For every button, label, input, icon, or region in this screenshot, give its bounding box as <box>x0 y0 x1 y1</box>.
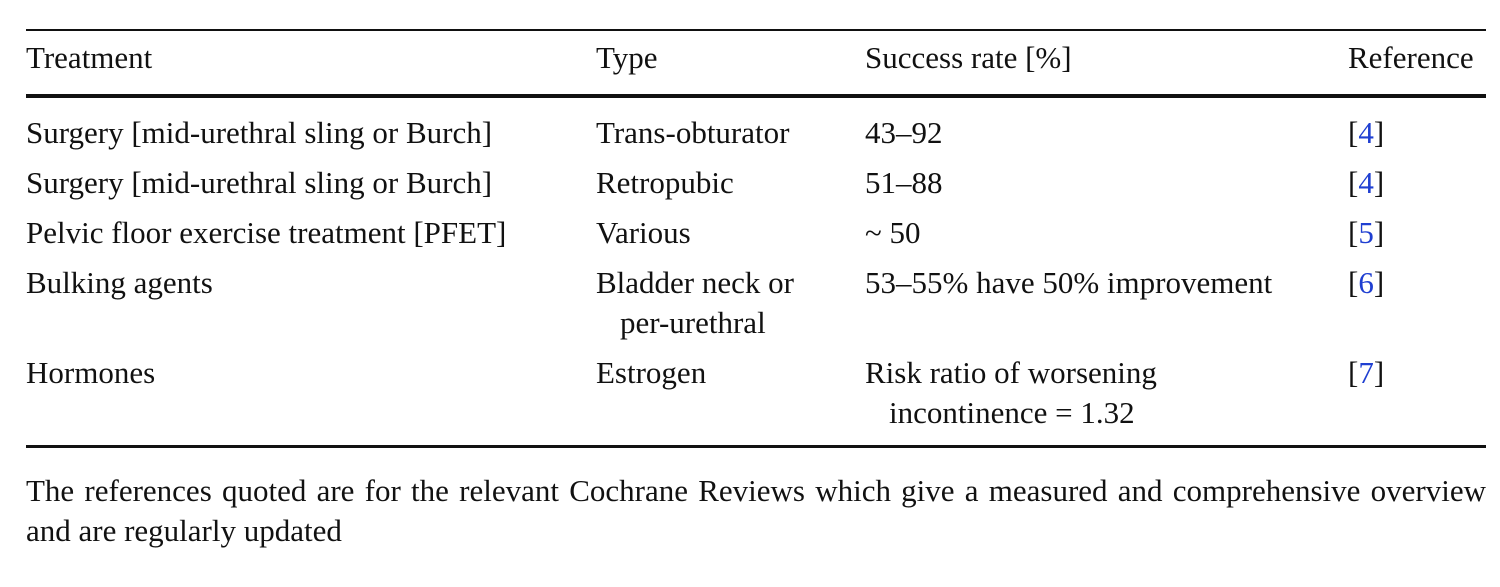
row-1-treatment: Surgery [mid-urethral sling or Burch] <box>26 115 493 150</box>
row-5-reference: [7] <box>1348 353 1384 393</box>
table-page: Treatment Type Success rate [%] Referenc… <box>26 0 1486 587</box>
reference-link-4[interactable]: 4 <box>1358 165 1374 200</box>
reference-link-6[interactable]: 6 <box>1358 265 1374 300</box>
header-success-rate: Success rate [%] <box>865 40 1072 75</box>
ref-open-bracket: [ <box>1348 265 1359 300</box>
ref-close-bracket: ] <box>1373 115 1385 150</box>
row-1-type: Trans-obturator <box>596 115 790 150</box>
header-reference: Reference <box>1348 40 1474 75</box>
row-4-success-rate: 53–55% have 50% improvement <box>865 265 1273 300</box>
row-3-treatment: Pelvic floor exercise treatment [PFET] <box>26 215 507 250</box>
row-5-treatment: Hormones <box>26 355 156 390</box>
row-5-success-line-1: Risk ratio of worsening <box>865 355 1157 390</box>
ref-close-bracket: ] <box>1373 165 1385 200</box>
row-5-success-line-2: incontinence = 1.32 <box>889 395 1135 430</box>
header-type: Type <box>596 40 658 75</box>
row-2-success-rate: 51–88 <box>865 165 943 200</box>
row-4-type-line-1: Bladder neck or <box>596 265 794 300</box>
row-2-type: Retropubic <box>596 165 734 200</box>
row-4-type: Bladder neck or per-urethral <box>596 263 794 343</box>
ref-open-bracket: [ <box>1348 165 1359 200</box>
table-header-rule <box>26 94 1486 98</box>
ref-open-bracket: [ <box>1348 115 1359 150</box>
row-2-reference: [4] <box>1348 163 1384 203</box>
row-4-reference: [6] <box>1348 263 1384 303</box>
row-5-type: Estrogen <box>596 355 707 390</box>
header-treatment: Treatment <box>26 40 153 75</box>
ref-close-bracket: ] <box>1373 265 1385 300</box>
row-4-treatment: Bulking agents <box>26 265 213 300</box>
ref-open-bracket: [ <box>1348 355 1359 390</box>
reference-link-5[interactable]: 5 <box>1358 215 1374 250</box>
table-bottom-rule <box>26 445 1486 448</box>
row-4-type-line-2: per-urethral <box>620 305 766 340</box>
ref-close-bracket: ] <box>1373 215 1385 250</box>
row-3-success-rate: ~ 50 <box>865 215 921 250</box>
table-top-rule <box>26 29 1486 31</box>
row-1-reference: [4] <box>1348 113 1384 153</box>
row-5-success-rate: Risk ratio of worsening incontinence = 1.… <box>865 353 1157 433</box>
row-3-reference: [5] <box>1348 213 1384 253</box>
reference-link-7[interactable]: 7 <box>1358 355 1374 390</box>
row-3-type: Various <box>596 215 691 250</box>
ref-open-bracket: [ <box>1348 215 1359 250</box>
ref-close-bracket: ] <box>1373 355 1385 390</box>
table-footnote: The references quoted are for the releva… <box>26 473 1486 548</box>
reference-link-4[interactable]: 4 <box>1358 115 1374 150</box>
row-1-success-rate: 43–92 <box>865 115 943 150</box>
row-2-treatment: Surgery [mid-urethral sling or Burch] <box>26 165 493 200</box>
